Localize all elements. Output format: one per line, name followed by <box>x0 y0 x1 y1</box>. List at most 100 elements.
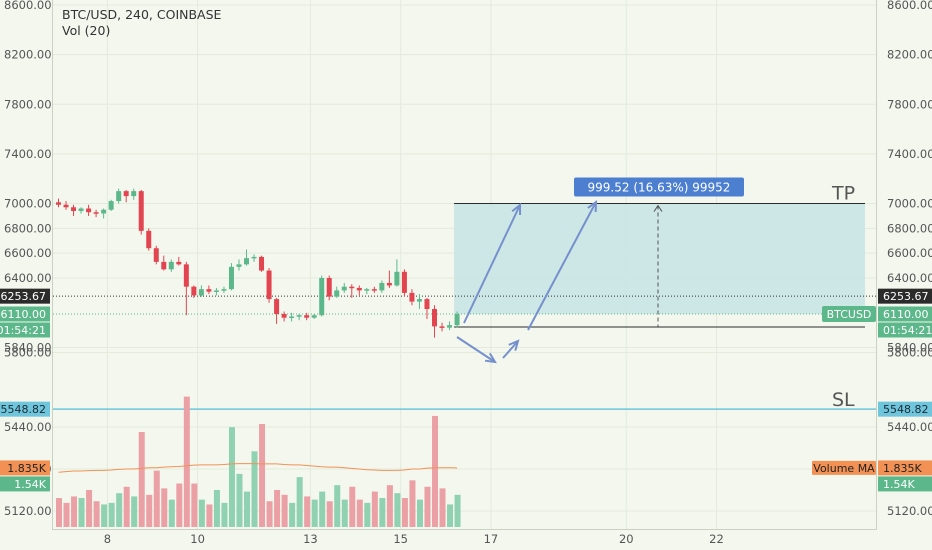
volume-bar <box>176 483 183 527</box>
candle <box>131 188 137 200</box>
time-label: 17 <box>484 532 499 546</box>
volume-bar <box>191 483 198 527</box>
volume-bar <box>379 498 386 527</box>
candle <box>116 188 122 204</box>
candle <box>349 284 355 298</box>
volume-bar <box>168 499 175 527</box>
right-badge-text: 1.54K <box>883 478 915 491</box>
candle <box>311 313 317 319</box>
symbol-tag-text: BTCUSD <box>827 308 872 321</box>
candle <box>108 199 114 211</box>
candle <box>386 270 392 288</box>
candle <box>153 245 159 265</box>
left-tick-label: 8200.00 <box>4 48 52 62</box>
right-badge-volume-ma: 1.835K <box>878 460 932 476</box>
left-tick-label: 6800.00 <box>4 221 52 235</box>
candle <box>356 285 362 296</box>
left-tick-label: 7000.00 <box>4 197 52 211</box>
candle <box>326 275 332 301</box>
volume-bar <box>116 493 123 527</box>
volume-bar <box>386 485 393 527</box>
time-axis[interactable]: 8 10 13 15 17 20 22 <box>104 532 724 546</box>
left-badge-text: 5548.82 <box>1 403 47 416</box>
volume-bar <box>123 486 130 527</box>
left-badge-text: 1.835K <box>7 462 46 475</box>
target-zone[interactable] <box>454 203 865 314</box>
left-badge-last-price: 6110.00 <box>0 306 50 322</box>
volume-bar <box>296 477 303 527</box>
projection-arrow-1 <box>502 340 519 359</box>
volume-bar <box>432 415 438 527</box>
volume-ma-tag: Volume MA <box>812 460 876 475</box>
left-tick-label: 6400.00 <box>4 271 52 285</box>
volume-bar <box>221 502 228 527</box>
candle <box>296 313 302 321</box>
projection-arrow-2 <box>463 204 521 324</box>
candle <box>447 321 453 331</box>
right-badge-last-price: 6110.00 <box>878 306 932 322</box>
right-axis-badges: 6253.67 6110.00 01:54:21 5548.82 1.835K 1.54K <box>878 288 932 492</box>
projection-arrow-0 <box>456 336 496 363</box>
left-badge-text: 6253.67 <box>1 290 47 303</box>
candle <box>281 311 287 322</box>
candle <box>424 297 430 319</box>
volume-bars <box>56 396 461 527</box>
candle <box>71 204 77 216</box>
left-badge-volume-ma: 1.835K <box>0 460 50 476</box>
right-badge-countdown: 01:54:21 <box>878 322 932 338</box>
left-price-axis[interactable]: 8600.00 8200.00 7800.00 7400.00 7000.00 6800.… <box>4 0 52 518</box>
volume-bar <box>108 502 115 527</box>
candle <box>251 254 257 262</box>
left-tick-label: 7800.00 <box>4 97 52 111</box>
candle <box>221 286 227 293</box>
volume-bar <box>56 498 62 527</box>
right-badge-text: 01:54:21 <box>883 324 932 337</box>
time-label: 22 <box>709 532 724 546</box>
tp-label: TP <box>831 183 855 205</box>
candle <box>259 255 265 272</box>
candle <box>371 286 377 293</box>
arrowhead <box>511 202 522 216</box>
projection-arrows[interactable] <box>456 199 598 364</box>
volume-bar <box>319 491 326 527</box>
candle <box>63 201 69 210</box>
volume-ma-line <box>58 463 458 473</box>
candle <box>401 269 407 297</box>
candle <box>176 256 182 266</box>
volume-bar <box>401 498 408 527</box>
volume-bar <box>131 496 138 527</box>
right-tick-label: 6800.00 <box>887 221 932 235</box>
left-badge-text: 1.54K <box>14 478 46 491</box>
candle <box>228 263 234 291</box>
left-tick-label: 7400.00 <box>4 147 52 161</box>
volume-bar <box>289 502 296 527</box>
candle <box>416 294 422 310</box>
right-badge-text: 5548.82 <box>883 403 929 416</box>
candle <box>198 285 204 297</box>
right-tick-label: 8600.00 <box>887 0 932 12</box>
volume-bar <box>454 494 461 527</box>
candle <box>206 285 212 295</box>
right-badge-stop-loss: 5548.82 <box>878 401 932 417</box>
projection-arrow-3 <box>527 201 597 331</box>
candle <box>101 208 107 219</box>
candle <box>161 255 167 271</box>
candlesticks <box>56 188 460 338</box>
measure-badge: 999.52 (16.63%) 99952 <box>574 177 744 197</box>
volume-bar <box>183 396 190 527</box>
volume-bar <box>326 501 333 527</box>
volume-bar <box>364 502 371 527</box>
volume-bar <box>244 491 250 527</box>
volume-bar <box>259 423 266 527</box>
right-price-axis[interactable]: 8600.00 8200.00 7800.00 7400.00 7000.00 6800.… <box>887 0 932 518</box>
volume-bar <box>356 499 363 527</box>
volume-bar <box>138 432 145 527</box>
candle <box>93 209 99 218</box>
candle <box>289 312 295 322</box>
candle <box>244 249 249 266</box>
candle <box>191 285 197 298</box>
volume-bar <box>304 496 311 527</box>
left-tick-label: 5840.00 <box>4 340 52 354</box>
symbol-title: BTC/USD, 240, COINBASE <box>62 7 222 22</box>
